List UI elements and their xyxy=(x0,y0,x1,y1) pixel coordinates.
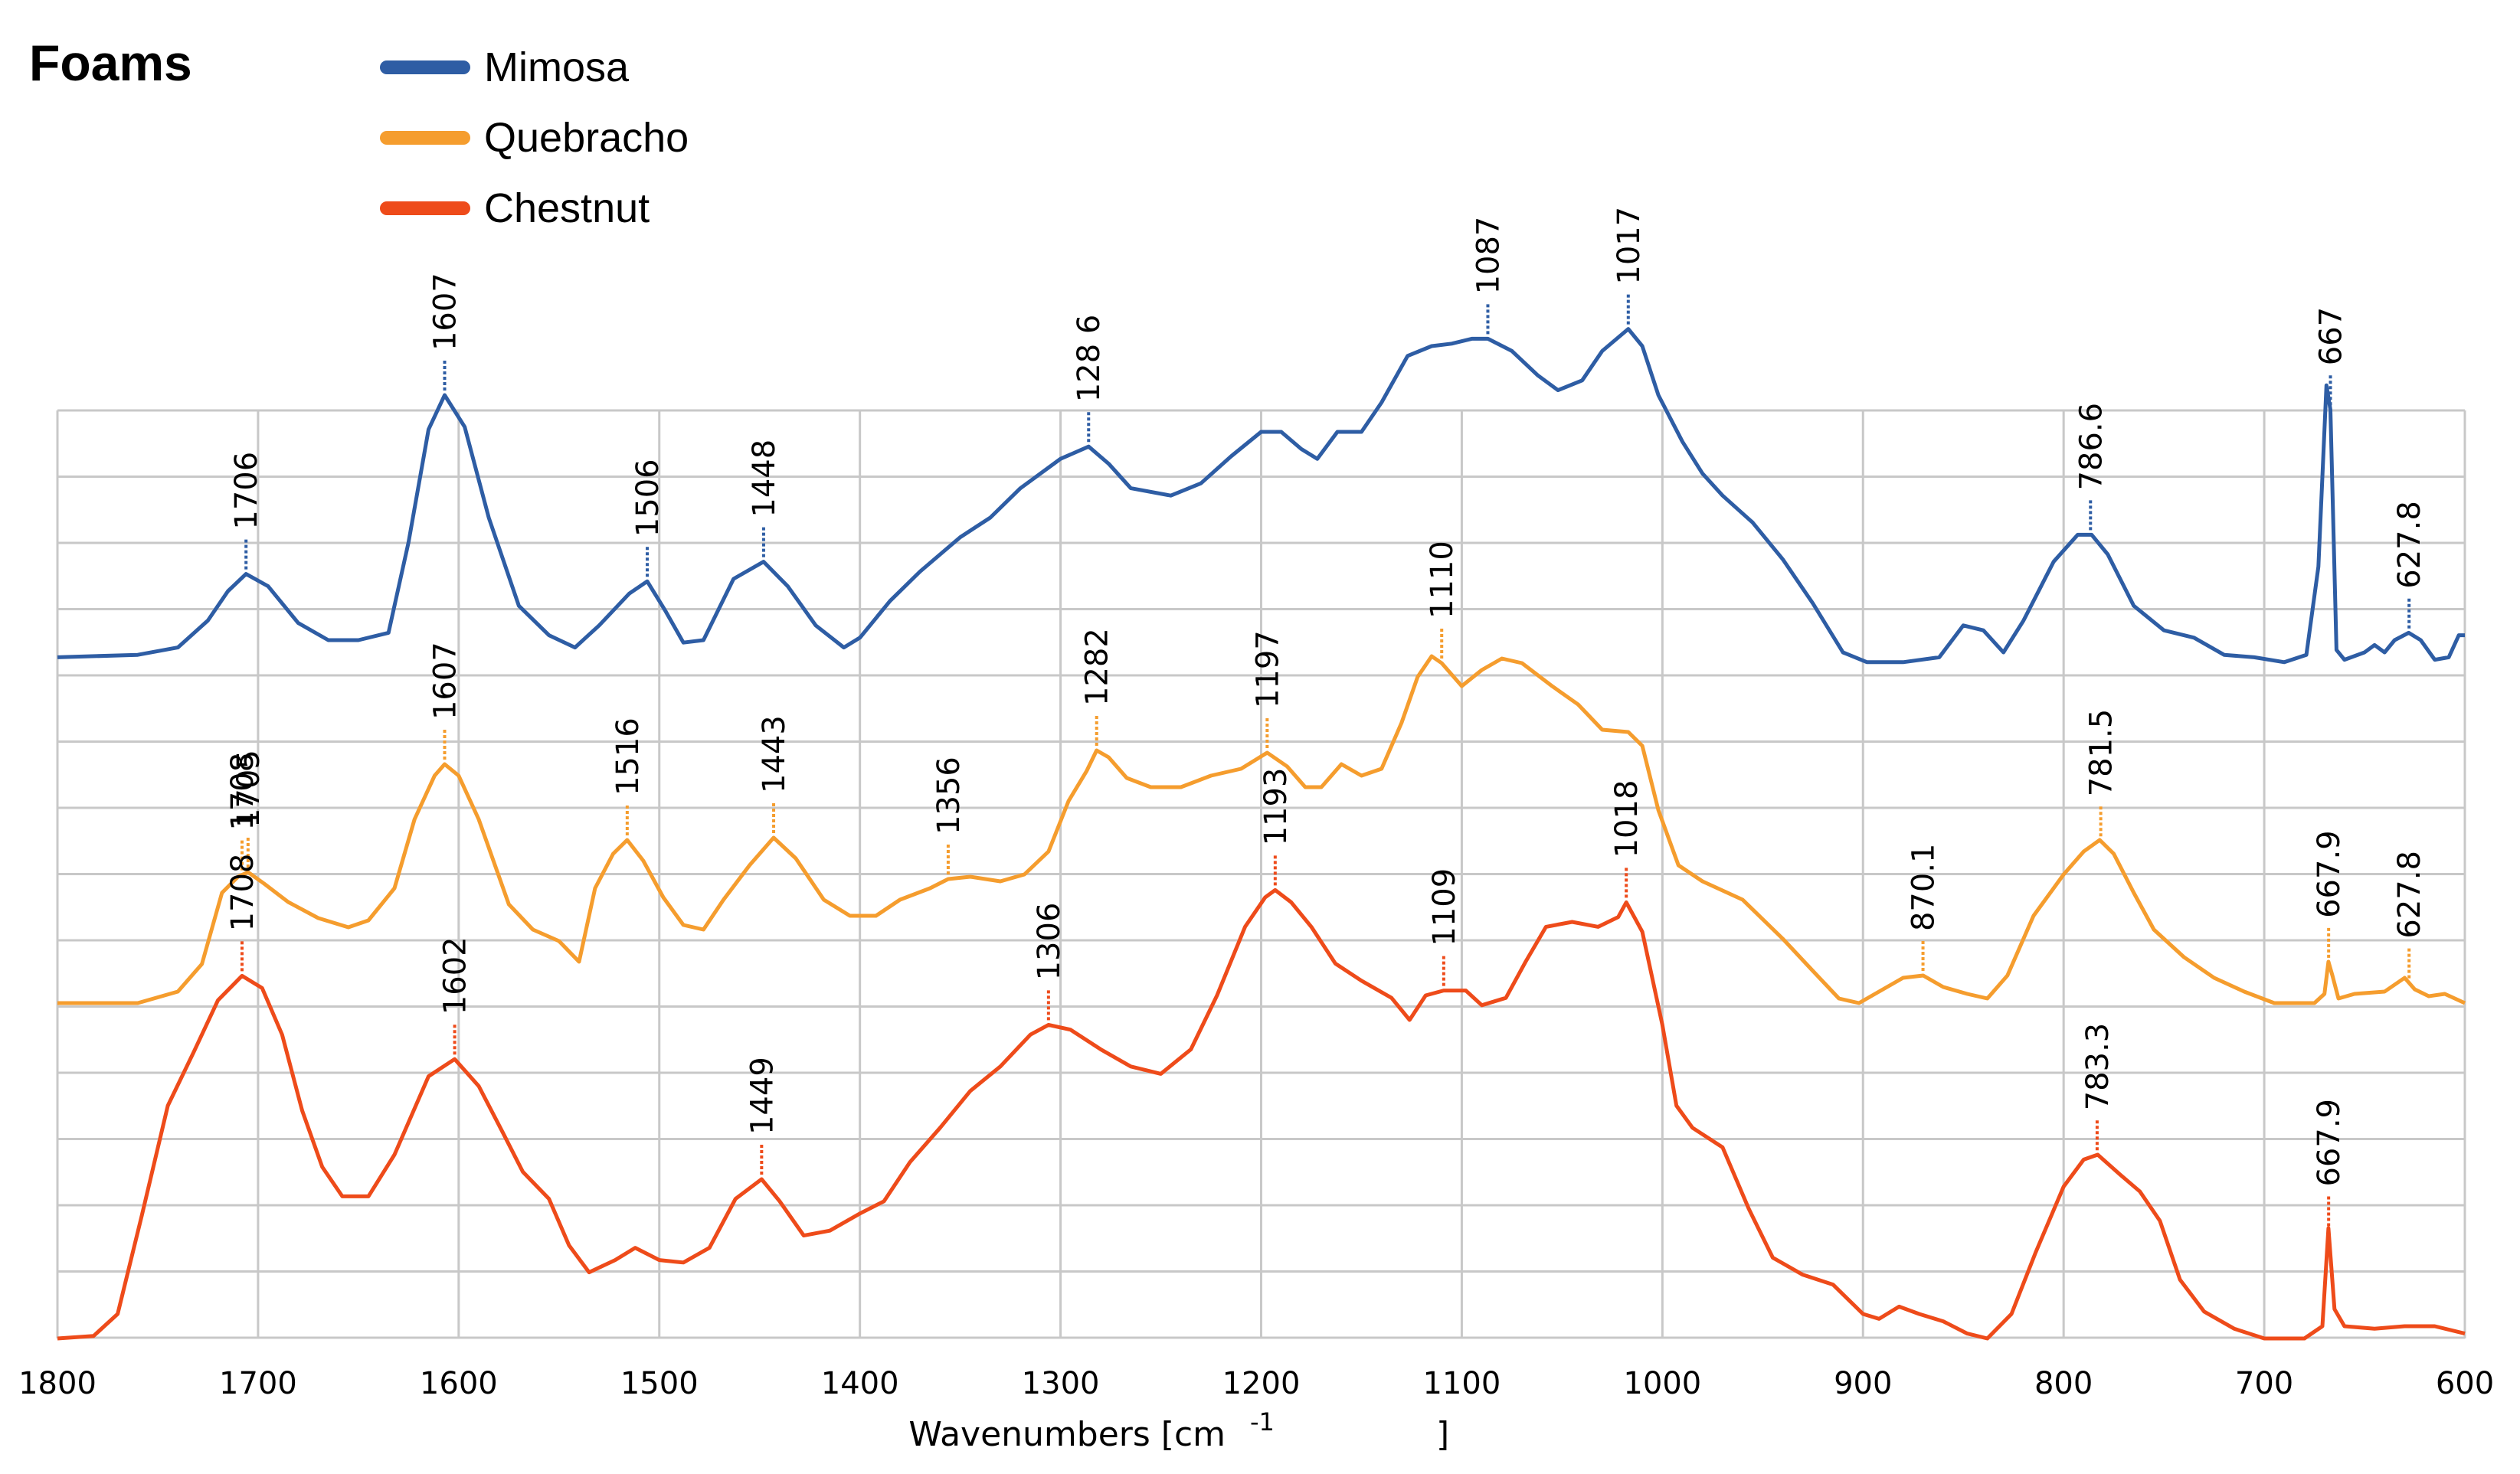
chart-title: Foams xyxy=(29,34,192,91)
peak-label: 870.1 xyxy=(1906,844,1942,932)
peak-label: 1282 xyxy=(1080,628,1115,706)
x-tick-label: 1500 xyxy=(620,1366,699,1401)
peak-label: 1306 xyxy=(1032,903,1067,981)
peak-label: 128 6 xyxy=(1072,315,1107,403)
peak-label: 1506 xyxy=(630,459,666,537)
x-tick-label: 1600 xyxy=(420,1366,498,1401)
peak-label: 667.9 xyxy=(2312,1099,2347,1187)
peak-label: 781.5 xyxy=(2084,709,2119,797)
x-tick-labels: 1800 1700 1600 1500 1400 1300 1200 1100 1000 900 8… xyxy=(18,1366,2494,1401)
x-tick-label: 800 xyxy=(2034,1366,2093,1401)
x-tick-label: 1300 xyxy=(1022,1366,1100,1401)
peak-label: 1443 xyxy=(757,715,792,793)
x-tick-label: 1000 xyxy=(1623,1366,1701,1401)
x-tick-label: 600 xyxy=(2436,1366,2494,1401)
x-tick-label: 1100 xyxy=(1423,1366,1501,1401)
peak-label: 667.9 xyxy=(2312,830,2347,918)
peak-label-layer: 1706 1607 1506 1448 128 6 1087 1017 786.6 667 627… xyxy=(225,207,2427,1227)
peak-label: 667 xyxy=(2314,307,2349,365)
peak-label: 1017 xyxy=(1612,207,1647,285)
series-line-mimosa xyxy=(57,327,2465,665)
x-tick-label: 1400 xyxy=(821,1366,899,1401)
peak-label: 1706 xyxy=(229,452,264,530)
peak-label: 1197 xyxy=(1250,630,1285,708)
peak-label: 1109 xyxy=(1427,868,1462,946)
x-axis-label-exponent: -1 xyxy=(1250,1407,1275,1436)
x-tick-label: 1800 xyxy=(18,1366,97,1401)
peak-label: 783.3 xyxy=(2080,1023,2116,1111)
x-axis-label: Wavenumbers [cm xyxy=(908,1415,1226,1454)
peak-label: 1018 xyxy=(1609,780,1645,858)
series-line-chestnut xyxy=(57,887,2466,1341)
series-line-quebracho xyxy=(57,654,2466,1005)
x-tick-label: 900 xyxy=(1834,1366,1892,1401)
peak-label: 1705 xyxy=(231,750,267,828)
peak-label: 786.6 xyxy=(2073,403,2109,491)
x-axis-label-close: ] xyxy=(1436,1415,1449,1454)
legend-label-quebracho: Quebracho xyxy=(484,115,689,161)
peak-label: 1449 xyxy=(745,1057,780,1135)
peak-label: 1110 xyxy=(1425,541,1460,619)
peak-label: 1602 xyxy=(438,936,473,1015)
peak-label: 1708 xyxy=(225,753,260,831)
peak-label: 1708 xyxy=(225,854,260,932)
peak-label: 1448 xyxy=(747,440,782,518)
peak-label: 1607 xyxy=(427,642,463,720)
peak-label: 1087 xyxy=(1471,217,1506,295)
legend: Mimosa Quebracho Chestnut xyxy=(380,44,689,231)
peak-label: 1516 xyxy=(610,717,646,796)
x-tick-label: 1700 xyxy=(219,1366,297,1401)
peak-label: 627.8 xyxy=(2392,851,2427,939)
x-tick-label: 700 xyxy=(2235,1366,2293,1401)
peak-label: 1356 xyxy=(931,757,967,835)
peak-label: 627.8 xyxy=(2392,501,2427,589)
legend-label-mimosa: Mimosa xyxy=(484,44,630,90)
x-tick-label: 1200 xyxy=(1222,1366,1301,1401)
vertical-gridlines xyxy=(56,410,2466,1338)
peak-label: 1193 xyxy=(1258,768,1294,846)
legend-label-chestnut: Chestnut xyxy=(484,185,650,231)
series-layer xyxy=(57,327,2466,1341)
peak-label: 1607 xyxy=(427,273,463,351)
